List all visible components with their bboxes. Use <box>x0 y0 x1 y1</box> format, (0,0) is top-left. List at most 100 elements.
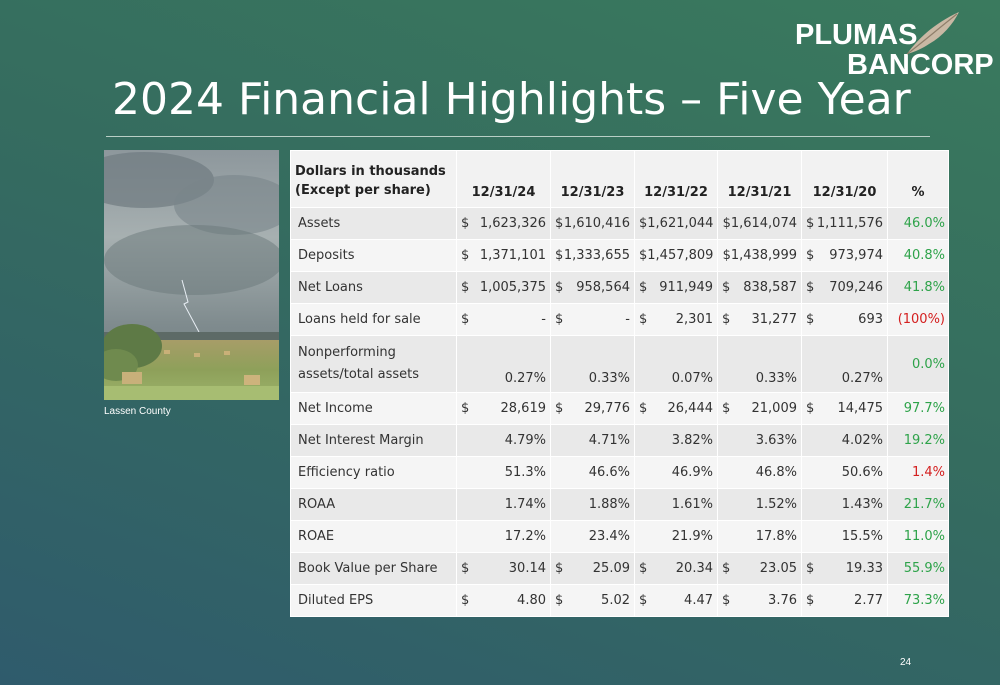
table-header-row: Dollars in thousands (Except per share) 1… <box>290 150 949 208</box>
currency-symbol: $ <box>806 216 815 231</box>
year-header: 12/31/22 <box>634 150 718 208</box>
currency-symbol: $ <box>461 401 470 416</box>
value-text: 1,371,101 <box>479 248 546 263</box>
value-text: 0.27% <box>504 371 546 386</box>
value-text: 1.52% <box>755 497 797 512</box>
value-text: 17.2% <box>504 529 546 544</box>
value-cell: $1,623,326 <box>456 207 551 240</box>
pct-change-cell: 40.8% <box>887 239 949 272</box>
table-row: Net Loans $1,005,375 $958,564 $911,949 $838,… <box>290 271 949 304</box>
value-cell: $2.77 <box>801 584 888 617</box>
page-title: 2024 Financial Highlights – Five Year <box>112 74 911 125</box>
table-row: Net Interest Margin 4.79% 4.71% 3.82% 3.63% 4… <box>290 424 949 457</box>
value-text: 21.9% <box>671 529 713 544</box>
value-text: 26,444 <box>667 401 714 416</box>
currency-symbol: $ <box>555 593 564 608</box>
currency-symbol: $ <box>555 280 564 295</box>
currency-symbol: $ <box>806 401 815 416</box>
logo-text-bancorp: BANCORP <box>847 49 994 81</box>
value-cell: $20.34 <box>634 552 718 585</box>
value-text: 5.02 <box>601 593 630 608</box>
value-text: 4.79% <box>504 433 546 448</box>
plumas-bancorp-logo: PLUMAS BANCORP <box>795 12 994 84</box>
table-row: Net Income $28,619 $29,776 $26,444 $21,009 $1… <box>290 392 949 425</box>
value-text: 4.02% <box>841 433 883 448</box>
row-label: Nonperforming assets/total assets <box>290 335 457 393</box>
value-cell: $21,009 <box>717 392 802 425</box>
row-label: Efficiency ratio <box>290 456 457 489</box>
pct-change-cell: 97.7% <box>887 392 949 425</box>
value-cell: $1,005,375 <box>456 271 551 304</box>
pct-change-cell: 21.7% <box>887 488 949 521</box>
value-cell: $1,457,809 <box>634 239 718 272</box>
value-text: 1.88% <box>588 497 630 512</box>
value-text: 1,005,375 <box>479 280 546 295</box>
value-cell: 0.07% <box>634 335 718 393</box>
pct-change-cell: 41.8% <box>887 271 949 304</box>
value-cell: 4.79% <box>456 424 551 457</box>
value-text: 973,974 <box>829 248 883 263</box>
table-row: ROAA 1.74% 1.88% 1.61% 1.52% 1.43% 21.7% <box>290 488 949 521</box>
table-row: Assets $1,623,326 $1,610,416 $1,621,044 $1,6… <box>290 207 949 240</box>
value-text: 21,009 <box>751 401 798 416</box>
value-cell: 46.9% <box>634 456 718 489</box>
value-text: 30.14 <box>508 561 546 576</box>
value-cell: $2,301 <box>634 303 718 336</box>
value-cell: $1,371,101 <box>456 239 551 272</box>
currency-symbol: $ <box>461 593 470 608</box>
currency-symbol: $ <box>722 312 731 327</box>
value-cell: 23.4% <box>550 520 635 553</box>
value-text: 4.71% <box>588 433 630 448</box>
value-text: 1,623,326 <box>479 216 546 231</box>
currency-symbol: $ <box>461 280 470 295</box>
currency-symbol: $ <box>722 280 731 295</box>
row-label: Diluted EPS <box>290 584 457 617</box>
currency-symbol: $ <box>722 593 731 608</box>
value-cell: $958,564 <box>550 271 635 304</box>
currency-symbol: $ <box>806 280 815 295</box>
row-label: ROAE <box>290 520 457 553</box>
value-cell: $5.02 <box>550 584 635 617</box>
value-cell: 4.02% <box>801 424 888 457</box>
currency-symbol: $ <box>639 280 648 295</box>
value-text: 46.6% <box>588 465 630 480</box>
table-row: Book Value per Share $30.14 $25.09 $20.34 $2… <box>290 552 949 585</box>
currency-symbol: $ <box>461 216 470 231</box>
value-text: 1.74% <box>504 497 546 512</box>
value-cell: 17.2% <box>456 520 551 553</box>
pct-change-cell: 19.2% <box>887 424 949 457</box>
value-cell: $28,619 <box>456 392 551 425</box>
value-cell: 15.5% <box>801 520 888 553</box>
value-text: 1.43% <box>841 497 883 512</box>
value-text: 0.33% <box>755 371 797 386</box>
value-cell: $1,621,044 <box>634 207 718 240</box>
logo-text-plumas: PLUMAS <box>795 19 918 51</box>
value-cell: $30.14 <box>456 552 551 585</box>
value-cell: $19.33 <box>801 552 888 585</box>
value-cell: $31,277 <box>717 303 802 336</box>
value-cell: $1,614,074 <box>717 207 802 240</box>
value-text: 19.33 <box>845 561 883 576</box>
currency-symbol: $ <box>639 312 648 327</box>
row-label: Assets <box>290 207 457 240</box>
table-row: Diluted EPS $4.80 $5.02 $4.47 $3.76 $2.77 73.3… <box>290 584 949 617</box>
value-cell: 1.61% <box>634 488 718 521</box>
value-text: - <box>625 312 630 327</box>
value-text: $1,438,999 <box>722 248 797 263</box>
currency-symbol: $ <box>806 248 815 263</box>
value-text: 46.8% <box>755 465 797 480</box>
row-label: Net Interest Margin <box>290 424 457 457</box>
row-label: Net Income <box>290 392 457 425</box>
page-number: 24 <box>900 657 912 668</box>
pct-change-cell: 55.9% <box>887 552 949 585</box>
value-text: 15.5% <box>841 529 883 544</box>
value-cell: $1,438,999 <box>717 239 802 272</box>
value-text: 51.3% <box>504 465 546 480</box>
value-cell: 46.6% <box>550 456 635 489</box>
value-text: 1,111,576 <box>816 216 883 231</box>
table-row: Efficiency ratio 51.3% 46.6% 46.9% 46.8% 50.6… <box>290 456 949 489</box>
value-cell: $709,246 <box>801 271 888 304</box>
value-text: 0.27% <box>841 371 883 386</box>
pct-header: % <box>887 150 949 208</box>
pct-change-cell: 1.4% <box>887 456 949 489</box>
